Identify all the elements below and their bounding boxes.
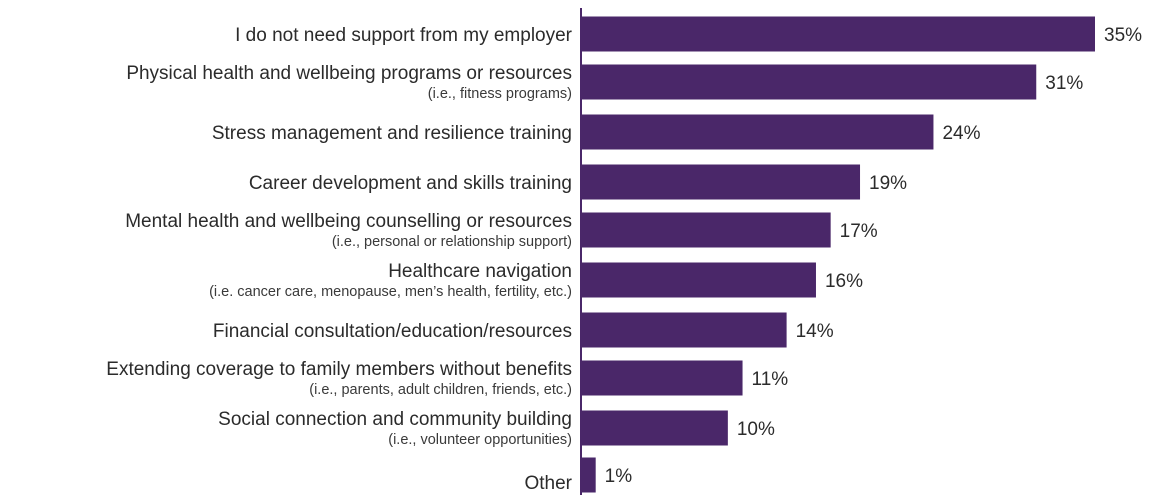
category-label: Financial consultation/education/resourc… [213,321,572,342]
category-label: Social connection and community building [218,409,572,430]
value-label: 11% [752,369,789,390]
value-label: 1% [605,466,633,487]
category-sublabel: (i.e., personal or relationship support) [332,234,572,250]
category-label: Extending coverage to family members wit… [106,359,572,380]
value-label: 16% [825,271,863,292]
bar [581,114,934,150]
category-label: Stress management and resilience trainin… [212,123,572,144]
category-sublabel: (i.e., fitness programs) [428,86,572,102]
bar [581,360,743,396]
category-label: Physical health and wellbeing programs o… [126,63,572,84]
bar [581,457,596,493]
bar [581,312,787,348]
bar [581,64,1037,100]
bar [581,16,1095,52]
category-sublabel: (i.e., volunteer opportunities) [388,432,572,448]
bars-group [581,16,1095,493]
category-sublabel: (i.e., parents, adult children, friends,… [309,382,572,398]
value-label: 19% [869,173,907,194]
value-label: 35% [1104,25,1142,46]
value-label: 17% [840,221,878,242]
bar [581,262,816,298]
value-label: 10% [737,419,775,440]
category-label: Mental health and wellbeing counselling … [125,211,572,232]
bar [581,212,831,248]
value-label: 31% [1045,73,1083,94]
category-label: Career development and skills training [249,173,572,194]
category-sublabel: (i.e. cancer care, menopause, men’s heal… [209,284,572,300]
value-labels-group: 35% 31% 24% 19% 17% 16% 14% 11% 10% 1% [605,25,1142,487]
value-label: 24% [942,123,980,144]
category-label: I do not need support from my employer [235,25,573,46]
category-label: Other [524,473,572,494]
value-label: 14% [796,321,834,342]
bar [581,410,728,446]
bar [581,164,861,200]
category-label: Healthcare navigation [388,261,572,282]
category-labels-group: I do not need support from my employer Ph… [106,25,572,494]
